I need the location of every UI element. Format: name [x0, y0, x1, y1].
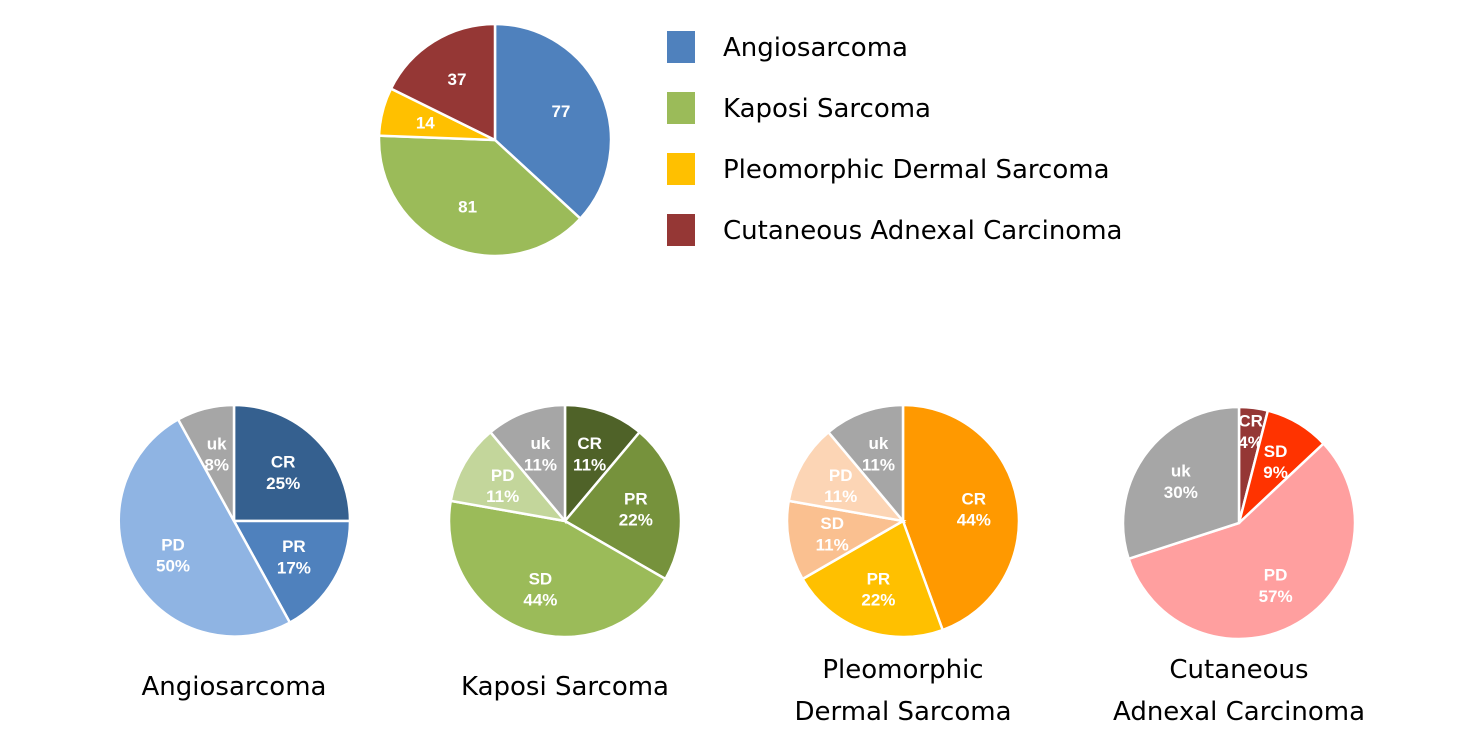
slice-category-pleomorphic-uk: uk: [868, 434, 888, 453]
slice-label-adnexal-pd: PD 57%: [1259, 566, 1293, 606]
legend-swatch-angiosarcoma: [667, 31, 695, 63]
slice-label-pleomorphic-uk: uk 11%: [862, 434, 895, 474]
pie-slice-kaposi-sd: [447, 499, 668, 639]
legend-swatch-cutaneous-adnexal-carcinoma: [667, 214, 695, 246]
legend-swatch-pleomorphic-dermal-sarcoma: [667, 153, 695, 185]
slice-label-angiosarcoma-pr: PR 17%: [277, 537, 311, 577]
slice-value-angiosarcoma-cr: 25%: [266, 474, 300, 493]
slice-value-pleomorphic-cr: 44%: [957, 511, 991, 530]
slice-label-kaposi-cr: CR 11%: [573, 434, 606, 474]
slice-label-angiosarcoma-uk: uk 8%: [204, 434, 229, 474]
slice-label-overview-kaposi-sarcoma: 81: [458, 197, 477, 216]
pie-chart-overview: 77 81 14 37: [377, 22, 613, 258]
pie-slice-adnexal-pd: [1127, 441, 1357, 641]
chart-caption-pleomorphic-line-1: Pleomorphic: [822, 655, 983, 685]
slice-value-pleomorphic-pr: 22%: [861, 591, 895, 610]
slice-category-kaposi-sd: SD: [529, 569, 553, 588]
slice-category-adnexal-pd: PD: [1264, 566, 1288, 585]
slice-value-kaposi-uk: 11%: [524, 455, 557, 474]
slice-label-overview-angiosarcoma: 77: [551, 102, 570, 121]
slice-label-angiosarcoma-cr: CR 25%: [266, 453, 300, 493]
legend-label-pleomorphic-dermal-sarcoma: Pleomorphic Dermal Sarcoma: [723, 155, 1110, 185]
slice-value-kaposi-pr: 22%: [619, 511, 653, 530]
pie-chart-angiosarcoma: CR 25% PR 17% PD 50% uk 8%: [117, 403, 352, 638]
slice-label-pleomorphic-cr: CR 44%: [957, 489, 991, 529]
pie-slice-angiosarcoma-pr: [231, 519, 352, 625]
pie-slice-overview-cutaneous-adnexal-carcinoma: [389, 22, 497, 143]
slice-label-overview-pleomorphic-dermal-sarcoma: 14: [416, 113, 435, 132]
slice-value-kaposi-sd: 44%: [523, 591, 557, 610]
pie-chart-adnexal: CR 4% SD 9% PD 57% uk 30%: [1121, 405, 1357, 641]
chart-caption-angiosarcoma-line-1: Angiosarcoma: [142, 672, 327, 702]
pie-slice-overview-kaposi-sarcoma: [377, 134, 583, 258]
slice-value-pleomorphic-sd: 11%: [816, 535, 849, 554]
slice-label-kaposi-pd: PD 11%: [486, 466, 519, 506]
pie-slice-pleomorphic-cr: [901, 403, 1021, 632]
pie-slice-pleomorphic-sd: [785, 499, 907, 581]
chart-caption-adnexal-line-2: Adnexal Carcinoma: [1113, 697, 1365, 727]
slice-value-adnexal-pd: 57%: [1259, 587, 1293, 606]
pie-chart-pleomorphic: CR 44% PR 22% SD 11% PD 11% uk 11%: [785, 403, 1021, 639]
slice-category-angiosarcoma-pr: PR: [282, 537, 306, 556]
chart-caption-kaposi-line-1: Kaposi Sarcoma: [461, 672, 669, 702]
chart-caption-pleomorphic-line-2: Dermal Sarcoma: [794, 697, 1011, 727]
slice-label-pleomorphic-sd: SD 11%: [816, 514, 849, 554]
slice-category-pleomorphic-pd: PD: [829, 466, 853, 485]
slice-label-pleomorphic-pd: PD 11%: [824, 466, 857, 506]
pie-chart-kaposi: CR 11% PR 22% SD 44% PD 11% uk 11%: [447, 403, 683, 639]
slice-category-kaposi-pd: PD: [491, 466, 515, 485]
pie-slice-angiosarcoma-cr: [232, 403, 352, 523]
slice-category-angiosarcoma-uk: uk: [207, 434, 227, 453]
pie-slice-pleomorphic-uk: [826, 403, 905, 525]
slice-category-kaposi-cr: CR: [577, 434, 602, 453]
slice-label-kaposi-uk: uk 11%: [524, 434, 557, 474]
slice-category-kaposi-pr: PR: [624, 489, 648, 508]
slice-value-kaposi-cr: 11%: [573, 455, 606, 474]
slice-category-adnexal-sd: SD: [1264, 442, 1288, 461]
slice-value-adnexal-cr: 4%: [1238, 433, 1263, 452]
pie-slice-angiosarcoma-pd: [117, 417, 292, 638]
slice-category-adnexal-cr: CR: [1238, 412, 1263, 431]
pie-slice-pleomorphic-pr: [800, 519, 945, 639]
pie-slice-kaposi-cr: [563, 403, 642, 525]
slice-label-pleomorphic-pr: PR 22%: [861, 569, 895, 609]
slice-value-angiosarcoma-pd: 50%: [156, 557, 190, 576]
slice-label-kaposi-pr: PR 22%: [619, 489, 653, 529]
slice-value-angiosarcoma-pr: 17%: [277, 558, 311, 577]
legend-label-cutaneous-adnexal-carcinoma: Cutaneous Adnexal Carcinoma: [723, 216, 1122, 246]
pie-slice-kaposi-pr: [563, 430, 683, 581]
slice-label-adnexal-uk: uk 30%: [1164, 462, 1198, 502]
legend-label-kaposi-sarcoma: Kaposi Sarcoma: [723, 94, 931, 124]
slice-value-adnexal-sd: 9%: [1263, 463, 1288, 482]
pie-slice-angiosarcoma-uk: [176, 403, 236, 522]
chart-caption-adnexal-line-1: Cutaneous: [1169, 655, 1308, 685]
pie-slice-kaposi-uk: [488, 403, 567, 525]
slice-label-kaposi-sd: SD 44%: [523, 569, 557, 609]
slice-category-pleomorphic-pr: PR: [867, 569, 891, 588]
pie-slice-adnexal-uk: [1121, 405, 1241, 561]
pie-slice-pleomorphic-pd: [787, 430, 907, 523]
legend: Angiosarcoma Kaposi Sarcoma Pleomorphic De…: [667, 31, 1122, 246]
slice-value-pleomorphic-pd: 11%: [824, 487, 857, 506]
legend-swatch-kaposi-sarcoma: [667, 92, 695, 124]
slice-label-angiosarcoma-pd: PD 50%: [156, 535, 190, 575]
slice-category-kaposi-uk: uk: [530, 434, 550, 453]
slice-category-angiosarcoma-cr: CR: [271, 453, 296, 472]
pie-slice-overview-angiosarcoma: [493, 22, 613, 221]
slice-label-adnexal-sd: SD 9%: [1263, 442, 1288, 482]
pie-slice-kaposi-pd: [449, 430, 569, 523]
slice-value-angiosarcoma-uk: 8%: [204, 456, 229, 475]
slice-value-pleomorphic-uk: 11%: [862, 455, 895, 474]
legend-label-angiosarcoma: Angiosarcoma: [723, 33, 908, 63]
slice-value-kaposi-pd: 11%: [486, 487, 519, 506]
slice-category-adnexal-uk: uk: [1171, 462, 1191, 481]
slice-value-adnexal-uk: 30%: [1164, 483, 1198, 502]
slice-label-adnexal-cr: CR 4%: [1238, 412, 1263, 452]
slice-label-overview-cutaneous-adnexal-carcinoma: 37: [448, 70, 467, 89]
slice-category-pleomorphic-sd: SD: [820, 514, 844, 533]
slice-category-pleomorphic-cr: CR: [962, 489, 987, 508]
slice-category-angiosarcoma-pd: PD: [161, 535, 185, 554]
